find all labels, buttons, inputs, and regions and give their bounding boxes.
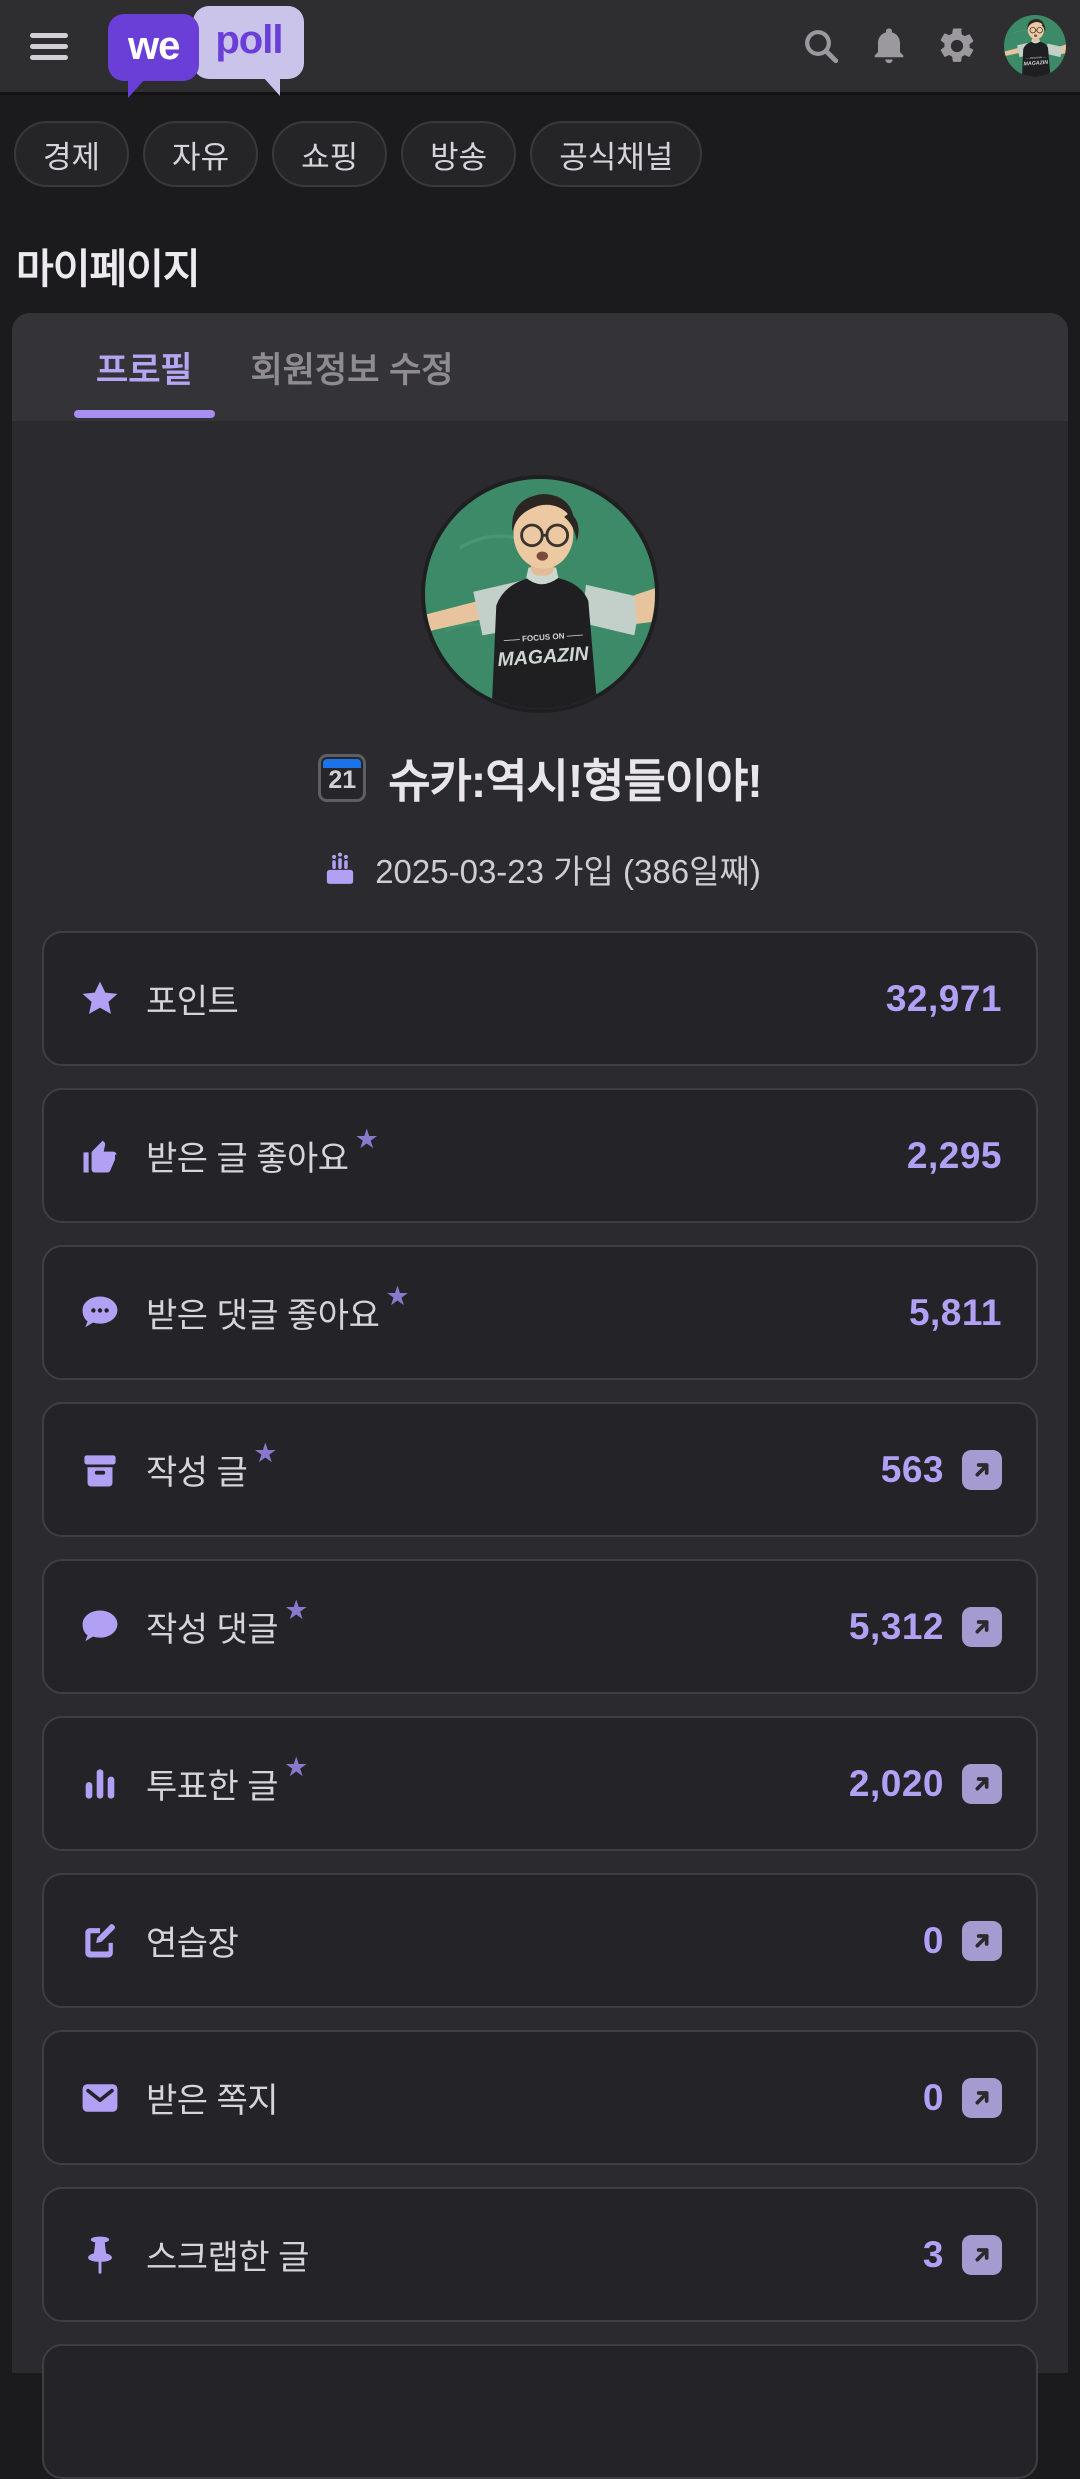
external-link-icon[interactable] <box>962 2234 1002 2275</box>
logo-we-bubble: we <box>108 14 200 98</box>
nickname-row: 21 슈카:역시!형들이야! <box>12 745 1068 811</box>
external-link-icon[interactable] <box>962 1920 1002 1961</box>
stat-label: 받은 쪽지 <box>146 2082 279 2120</box>
stat-row-partial <box>42 2344 1038 2479</box>
chip-free[interactable]: 자유 <box>143 121 259 187</box>
stat-row-messages-received: 받은 쪽지 0 <box>42 2030 1038 2165</box>
bell-icon[interactable] <box>868 25 910 67</box>
gear-icon[interactable] <box>936 25 978 67</box>
stat-label: 투표한 글 <box>146 1768 279 1806</box>
tab-edit-member-info[interactable]: 회원정보 수정 <box>250 350 454 390</box>
star-superscript-icon: ★ <box>253 1438 278 1468</box>
search-icon[interactable] <box>800 25 842 67</box>
edit-icon <box>78 1919 122 1963</box>
menu-bar <box>30 32 68 38</box>
mail-icon <box>78 2076 122 2120</box>
stat-value: 563 <box>880 1448 944 1490</box>
stat-row-voted-posts: 투표한 글 ★ 2,020 <box>42 1716 1038 1851</box>
stat-value: 3 <box>922 2233 944 2275</box>
calendar-day-number: 21 <box>328 766 357 794</box>
star-superscript-icon: ★ <box>354 1124 379 1154</box>
stat-label: 연습장 <box>146 1925 239 1963</box>
stat-label: 작성 글 <box>146 1454 248 1492</box>
app-header: we poll <box>0 0 1080 98</box>
stat-label: 포인트 <box>146 983 239 1021</box>
stat-value: 0 <box>922 1919 944 1961</box>
header-actions <box>800 15 1066 77</box>
stat-label: 작성 댓글 <box>146 1611 279 1649</box>
pin-icon <box>78 2233 122 2277</box>
chat-icon <box>78 1605 122 1649</box>
join-date-text: 2025-03-23 가입 (386일째) <box>375 853 761 890</box>
external-link-icon[interactable] <box>962 1763 1002 1804</box>
stat-row-comments-written: 작성 댓글 ★ 5,312 <box>42 1559 1038 1694</box>
wepoll-logo[interactable]: we poll <box>108 6 305 98</box>
birthday-cake-icon <box>327 852 354 884</box>
mypage-card: 프로필 회원정보 수정 21 슈카:역시!형들이야! 2025-03-23 가입… <box>12 313 1068 2479</box>
archive-icon <box>78 1448 122 1492</box>
stat-value: 2,295 <box>906 1134 1002 1176</box>
tab-bar: 프로필 회원정보 수정 <box>12 313 1068 421</box>
profile-photo <box>425 479 655 709</box>
star-superscript-icon: ★ <box>385 1281 410 1311</box>
stat-label: 스크랩한 글 <box>146 2239 309 2277</box>
stat-label: 받은 글 좋아요 <box>146 1140 349 1178</box>
tab-profile[interactable]: 프로필 <box>74 313 215 421</box>
stat-row-comment-likes-received: 받은 댓글 좋아요 ★ 5,811 <box>42 1245 1038 1380</box>
stat-row-scrapped-posts: 스크랩한 글 3 <box>42 2187 1038 2322</box>
stat-value: 2,020 <box>848 1762 944 1804</box>
chip-broadcast[interactable]: 방송 <box>401 121 517 187</box>
stat-row-points: 포인트 32,971 <box>42 931 1038 1066</box>
star-superscript-icon: ★ <box>284 1752 309 1782</box>
calendar-day-icon: 21 <box>318 754 367 802</box>
avatar[interactable] <box>1004 15 1066 77</box>
stat-value: 0 <box>922 2076 944 2118</box>
stat-label: 받은 댓글 좋아요 <box>146 1297 380 1335</box>
menu-icon[interactable] <box>30 27 70 66</box>
nickname: 슈카:역시!형들이야! <box>388 755 763 807</box>
join-date-row: 2025-03-23 가입 (386일째) <box>12 845 1068 893</box>
stats-list: 포인트 32,971 받은 글 좋아요 ★ 2,295 받은 댓글 좋 <box>12 893 1068 2479</box>
chip-shopping[interactable]: 쇼핑 <box>272 121 388 187</box>
category-chips: 경제 자유 쇼핑 방송 공식채널 <box>0 95 1080 187</box>
star-superscript-icon: ★ <box>284 1595 309 1625</box>
external-link-icon[interactable] <box>962 2077 1002 2118</box>
stat-row-drafts: 연습장 0 <box>42 1873 1038 2008</box>
thumbs-up-icon <box>78 1134 122 1178</box>
chat-ellipsis-icon <box>78 1291 122 1335</box>
menu-bar <box>30 43 68 49</box>
bar-chart-icon <box>78 1762 122 1806</box>
chip-official-channel[interactable]: 공식채널 <box>530 121 703 187</box>
external-link-icon[interactable] <box>962 1606 1002 1647</box>
page-title: 마이페이지 <box>16 246 201 292</box>
chip-economy[interactable]: 경제 <box>14 121 130 187</box>
external-link-icon[interactable] <box>962 1449 1002 1490</box>
stat-value: 5,811 <box>908 1291 1002 1333</box>
stat-value: 5,312 <box>848 1605 944 1647</box>
stat-value: 32,971 <box>885 977 1002 1019</box>
logo-poll-bubble: poll <box>193 6 305 96</box>
stat-row-posts-written: 작성 글 ★ 563 <box>42 1402 1038 1537</box>
calendar-top-bar <box>323 759 362 768</box>
menu-bar <box>30 54 68 60</box>
stat-row-post-likes-received: 받은 글 좋아요 ★ 2,295 <box>42 1088 1038 1223</box>
star-icon <box>78 977 122 1021</box>
